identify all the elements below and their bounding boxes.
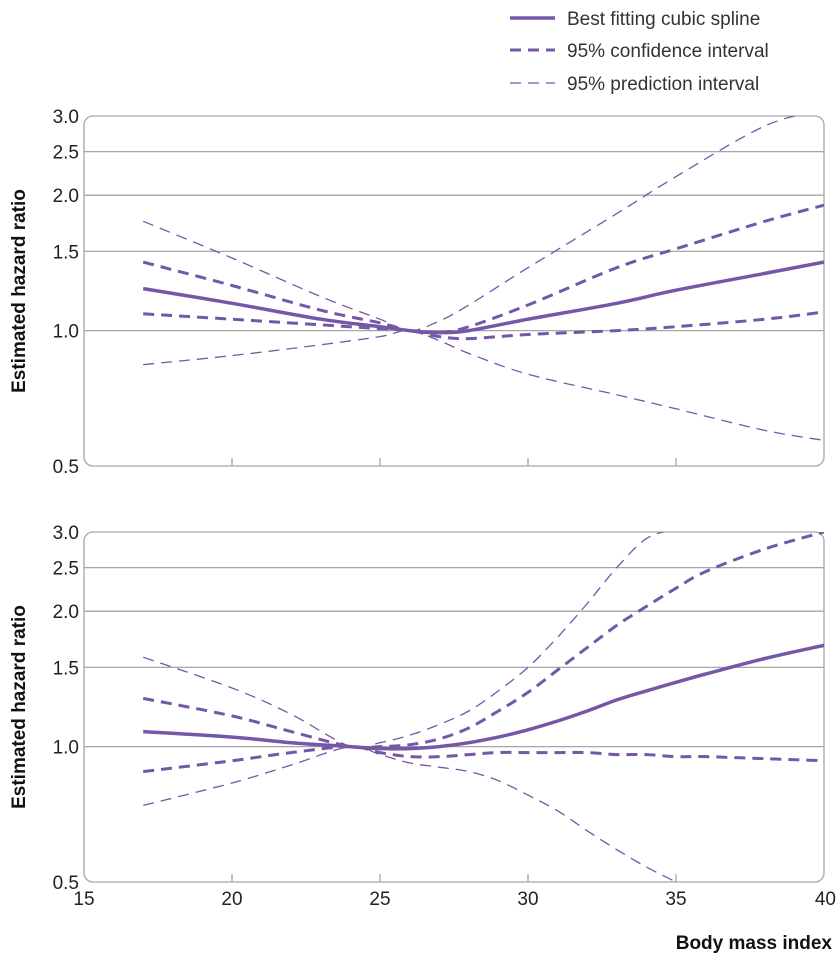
series-line-solid	[142, 260, 824, 335]
series-line-dashed	[143, 745, 824, 774]
x-tick-label: 30	[517, 889, 538, 910]
y-tick-label: 2.0	[53, 186, 79, 207]
y-tick-label: 2.0	[53, 602, 79, 623]
series-line-dashed	[142, 203, 824, 335]
panel-top-gridlines	[84, 150, 824, 332]
y-tick-label: 3.0	[53, 523, 79, 544]
y-tick-label: 2.5	[53, 559, 79, 580]
legend: Best fitting cubic spline 95% confidence…	[510, 9, 769, 95]
panel-top-y-axis-label: Estimated hazard ratio	[9, 189, 30, 393]
y-tick-label: 1.0	[53, 738, 79, 759]
x-axis-label: Body mass index	[676, 933, 833, 954]
series-line-dashed	[142, 532, 824, 750]
y-tick-label: 1.5	[53, 658, 79, 679]
panel-bottom-y-axis-label: Estimated hazard ratio	[9, 605, 30, 809]
panel-bottom: 0.5 1.0 1.5 2.0 2.5 3.0 15 20 25 30 35 40 Estimate…	[9, 523, 836, 954]
series-line-thin-dashed	[143, 745, 677, 882]
panel-top: 0.5 1.0 1.5 2.0 2.5 3.0 Estimated hazard rati…	[9, 107, 825, 478]
y-tick-label: 3.0	[53, 107, 79, 128]
series-line-thin-dashed	[142, 116, 798, 332]
legend-label-spline: Best fitting cubic spline	[567, 9, 760, 30]
y-tick-label: 1.5	[53, 242, 79, 263]
series-line-thin-dashed	[143, 329, 824, 442]
y-tick-label: 0.5	[53, 873, 79, 894]
series-line-solid	[143, 643, 824, 751]
panel-bottom-y-tick-labels: 0.5 1.0 1.5 2.0 2.5 3.0	[53, 523, 79, 894]
panel-bottom-frame	[83, 531, 825, 883]
panel-top-series	[142, 116, 824, 442]
panel-top-frame	[83, 115, 825, 467]
x-tick-label: 40	[815, 889, 836, 910]
series-line-dashed	[143, 310, 824, 341]
legend-label-prediction: 95% prediction interval	[567, 74, 759, 95]
panel-bottom-series	[142, 532, 824, 882]
y-tick-label: 0.5	[53, 457, 79, 478]
x-tick-label: 35	[665, 889, 686, 910]
legend-label-confidence: 95% confidence interval	[567, 41, 769, 62]
series-line-thin-dashed	[142, 532, 666, 749]
y-tick-label: 2.5	[53, 143, 79, 164]
panel-top-y-tick-labels: 0.5 1.0 1.5 2.0 2.5 3.0	[53, 107, 79, 478]
panel-bottom-x-ticks: 15 20 25 30 35 40	[73, 874, 836, 910]
x-tick-label: 25	[369, 889, 390, 910]
x-tick-label: 20	[221, 889, 242, 910]
y-tick-label: 1.0	[53, 322, 79, 343]
panel-top-x-ticks	[231, 458, 677, 466]
panel-bottom-gridlines	[84, 566, 824, 748]
x-tick-label: 15	[73, 889, 94, 910]
